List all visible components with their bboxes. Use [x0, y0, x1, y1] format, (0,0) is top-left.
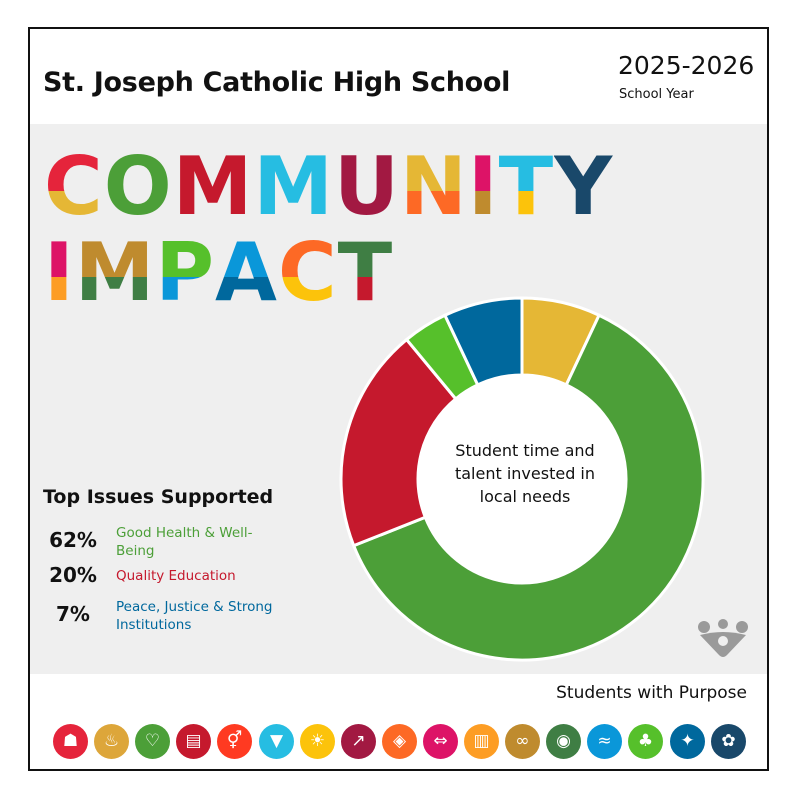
title-letter: M	[253, 140, 334, 233]
issue-percent: 7%	[56, 602, 90, 626]
title-letter: M	[74, 226, 156, 319]
school-year: 2025-2026	[618, 51, 755, 80]
sdg-1-no-poverty-icon: ☗	[53, 724, 88, 759]
school-name: St. Joseph Catholic High School	[43, 67, 511, 98]
issue-label: Peace, Justice & Strong Institutions	[116, 599, 273, 634]
issue-percent: 20%	[49, 563, 97, 587]
title-letter: T	[337, 226, 394, 319]
sdg-7-clean-energy-icon: ☀	[300, 724, 335, 759]
sdg-15-life-on-land-icon: ♣	[628, 724, 663, 759]
sdg-12-responsible-consumption-icon: ∞	[505, 724, 540, 759]
title-letter: A	[215, 226, 278, 319]
header: St. Joseph Catholic High School 2025-202…	[30, 29, 767, 124]
donut-center-label: Student time and talent invested in local …	[440, 439, 610, 509]
title-letter: C	[44, 140, 104, 233]
title-letter: O	[103, 140, 173, 233]
sdg-9-industry-innovation-icon: ◈	[382, 724, 417, 759]
sdg-16-peace-justice-icon: ✦	[670, 724, 705, 759]
sdg-14-life-below-water-icon: ≈	[587, 724, 622, 759]
sdg-2-zero-hunger-icon: ♨	[94, 724, 129, 759]
issues-title: Top Issues Supported	[43, 486, 274, 508]
sdg-icon-row: ☗ ♨ ♡ ▤ ⚥ ▼ ☀ ↗ ◈ ⇔ ▥ ∞ ◉ ≈ ♣ ✦ ✿	[53, 724, 753, 760]
donut-hole	[418, 375, 626, 583]
sdg-8-decent-work-icon: ↗	[341, 724, 376, 759]
sdg-11-sustainable-cities-icon: ▥	[464, 724, 499, 759]
title-letter: I	[44, 226, 75, 319]
title-letter: P	[155, 226, 216, 319]
title-letter: Y	[554, 140, 614, 233]
issue-label: Quality Education	[116, 568, 236, 584]
title-letter: T	[498, 140, 555, 233]
issue-percent: 62%	[49, 528, 97, 552]
donut-center-line: local needs	[479, 487, 571, 507]
sdg-6-clean-water-icon: ▼	[259, 724, 294, 759]
title-line-impact: IMPACT	[44, 233, 393, 313]
title-line-community: COMMUNITY	[44, 147, 613, 227]
main-panel: COMMUNITY IMPACT Student time and talent …	[30, 124, 767, 674]
school-year-label: School Year	[619, 87, 694, 102]
title-letter: M	[172, 140, 254, 233]
infographic-frame: St. Joseph Catholic High School 2025-202…	[28, 27, 769, 771]
issue-label: Good Health & Well-Being	[116, 525, 253, 560]
tagline: Students with Purpose	[556, 683, 747, 703]
footer: Students with Purpose ☗ ♨ ♡ ▤ ⚥ ▼ ☀ ↗ ◈ ⇔ ▥ ∞ ◉ ≈ ♣ ✦ ✿	[30, 674, 767, 769]
sdg-10-reduced-inequalities-icon: ⇔	[423, 724, 458, 759]
title-letter: N	[399, 140, 468, 233]
brand-logo-icon	[698, 619, 748, 657]
title-letter: U	[333, 140, 400, 233]
sdg-13-climate-action-icon: ◉	[546, 724, 581, 759]
sdg-5-gender-equality-icon: ⚥	[217, 724, 252, 759]
donut-chart	[339, 296, 705, 662]
sdg-4-quality-education-icon: ▤	[176, 724, 211, 759]
title-letter: I	[467, 140, 499, 233]
donut-center-line: talent invested in	[454, 464, 596, 484]
title-letter: C	[277, 226, 338, 319]
donut-center-line: Student time and	[455, 441, 595, 460]
sdg-17-partnerships-icon: ✿	[711, 724, 746, 759]
sdg-3-good-health-icon: ♡	[135, 724, 170, 759]
